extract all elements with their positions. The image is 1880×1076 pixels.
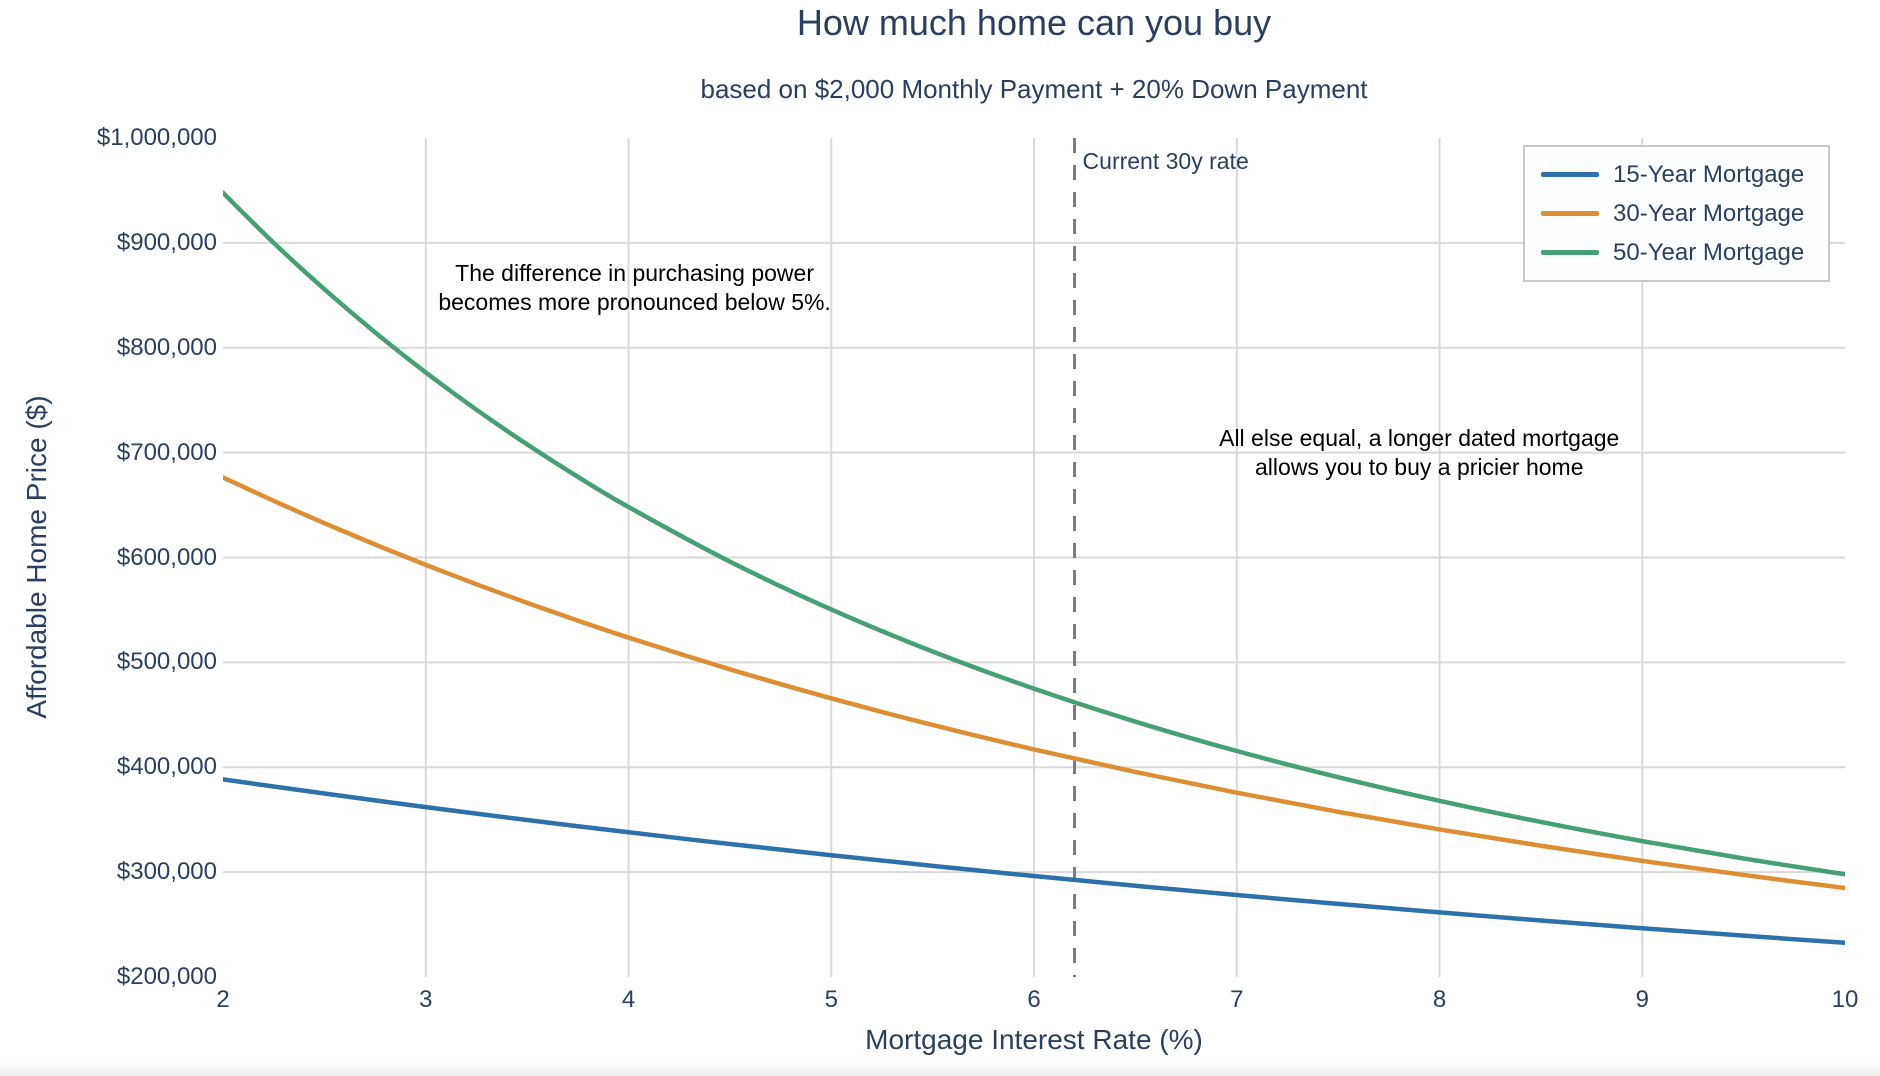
x-tick-label-4: 4: [621, 986, 636, 1013]
annotation-line: The difference in purchasing power: [455, 259, 815, 286]
series-line-15-year-mortgage: [223, 777, 1845, 946]
legend-item-30-year-mortgage[interactable]: 30-Year Mortgage: [1541, 200, 1816, 228]
annotation-line: becomes more pronounced below 5%.: [438, 288, 831, 315]
series-line-30-year-mortgage: [223, 475, 1845, 891]
y-tick-label-$700,000: $700,000: [116, 438, 217, 466]
annotation-purchasing-power: The difference in purchasing power becom…: [438, 259, 831, 317]
legend-item-50-year-mortgage[interactable]: 50-Year Mortgage: [1541, 239, 1816, 267]
x-tick-label-2: 2: [216, 986, 230, 1013]
x-tick-label-9: 9: [1635, 986, 1649, 1013]
annotation-line: All else equal, a longer dated mortgage: [1219, 424, 1620, 451]
legend-line-swatch-15-year: [1541, 172, 1599, 177]
y-tick-label-$300,000: $300,000: [116, 858, 217, 886]
x-axis-title: Mortgage Interest Rate (%): [865, 1024, 1203, 1055]
y-tick-label-$400,000: $400,000: [116, 753, 217, 781]
legend-line-swatch-50-year: [1541, 250, 1599, 255]
legend-line-swatch-30-year: [1541, 211, 1599, 216]
series-line-50-year-mortgage: [223, 190, 1845, 877]
x-tick-label-5: 5: [824, 986, 838, 1013]
legend-label-30-year: 30-Year Mortgage: [1613, 199, 1805, 227]
y-tick-label-$900,000: $900,000: [116, 228, 217, 256]
chart-title: How much home can you buy: [796, 2, 1272, 43]
y-tick-label-$800,000: $800,000: [116, 333, 217, 361]
legend-label-50-year: 50-Year Mortgage: [1613, 238, 1805, 266]
legend-label-15-year: 15-Year Mortgage: [1613, 160, 1805, 188]
annotation-line: allows you to buy a pricier home: [1254, 453, 1584, 480]
y-tick-label-$200,000: $200,000: [116, 963, 217, 990]
current-rate-label: Current 30y rate: [1082, 148, 1249, 174]
x-tick-label-7: 7: [1230, 986, 1244, 1013]
window-bottom-edge: [0, 1062, 1880, 1076]
x-tick-label-6: 6: [1027, 986, 1041, 1013]
annotation-longer-mortgage: All else equal, a longer dated mortgage …: [1219, 424, 1619, 482]
x-tick-label-8: 8: [1432, 986, 1447, 1013]
legend: 15-Year Mortgage 30-Year Mortgage 50-Yea…: [1523, 145, 1830, 282]
legend-item-15-year-mortgage[interactable]: 15-Year Mortgage: [1541, 161, 1816, 189]
y-tick-label-$600,000: $600,000: [116, 543, 217, 571]
chart-subtitle: based on $2,000 Monthly Payment + 20% Do…: [700, 74, 1368, 104]
x-tick-label-3: 3: [419, 986, 433, 1013]
x-tick-label-10: 10: [1831, 986, 1859, 1013]
y-tick-label-$500,000: $500,000: [116, 648, 217, 676]
y-tick-label-$1,000,000: $1,000,000: [96, 124, 217, 151]
